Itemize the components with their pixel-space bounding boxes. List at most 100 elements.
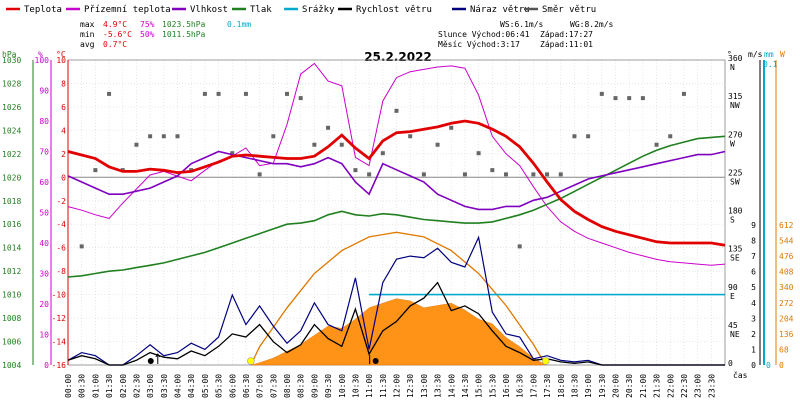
axis-hpa-tick: 1018 (2, 197, 21, 206)
moonset-marker (372, 358, 379, 364)
axis-dir-name: SE (730, 254, 740, 263)
x-tick-label: 11:00 (365, 374, 374, 398)
axis-temp-tick: 8 (61, 79, 66, 88)
wind-direction-point (298, 96, 303, 101)
x-tick-label: 14:00 (447, 374, 456, 398)
wind-direction-point (640, 96, 645, 101)
wind-direction-point (148, 134, 153, 139)
axis-temp-label: °C (56, 50, 66, 59)
axis-pct-tick: 70 (39, 148, 49, 157)
stats-min-temp: -5.6°C (103, 30, 132, 39)
axis-hpa-tick: 1022 (2, 150, 21, 159)
x-tick-label: 17:00 (529, 374, 538, 398)
wind-direction-point (476, 151, 481, 156)
wind-direction-point (271, 134, 276, 139)
axis-w-tick: 544 (779, 237, 794, 246)
axis-pct-tick: 10 (39, 331, 49, 340)
stats-max-label: max (80, 20, 95, 29)
x-tick-label: 00:30 (78, 374, 87, 398)
wind-direction-point (107, 91, 112, 96)
axis-pct-tick: 50 (39, 209, 49, 218)
x-tick-label: 08:30 (297, 374, 306, 398)
wind-direction-point (668, 134, 673, 139)
x-tick-label: 19:30 (598, 374, 607, 398)
x-tick-label: 21:00 (639, 374, 648, 398)
axis-mm-label: mm (764, 50, 774, 59)
axis-dir-tick: 315 (728, 92, 743, 101)
wind-direction-point (408, 134, 413, 139)
wind-direction-point (312, 142, 317, 147)
moonrise-marker (147, 358, 154, 364)
stats-max-hum: 75% (140, 20, 155, 29)
wind-direction-point (380, 151, 385, 156)
axis-w-tick: 204 (779, 314, 794, 323)
info-moonset: Západ:11:01 (540, 40, 593, 49)
wind-direction-point (517, 244, 522, 249)
axis-ms-tick: 0 (751, 361, 756, 370)
x-tick-label: 14:30 (461, 374, 470, 398)
wind-direction-point (175, 134, 180, 139)
axis-w-tick: 476 (779, 252, 794, 261)
legend-label-6: Náraz větru (470, 5, 530, 15)
axis-ms-label: m/s (748, 50, 763, 59)
axis-hpa-label: hPa (2, 50, 17, 59)
axis-hpa-tick: 1028 (2, 79, 21, 88)
wind-direction-point (681, 91, 686, 96)
axis-w-tick: 340 (779, 283, 794, 292)
x-tick-label: 22:00 (666, 374, 675, 398)
axis-hpa-tick: 1010 (2, 291, 21, 300)
stats-min-hum: 50% (140, 30, 155, 39)
stats-avg-label: avg (80, 40, 95, 49)
x-tick-label: 16:00 (502, 374, 511, 398)
axis-temp-tick: 0 (61, 173, 66, 182)
wind-direction-point (161, 134, 166, 139)
stats-block: max 4.9°C 75% 1023.5hPa 0.1mm min -5.6°C… (80, 20, 614, 49)
axis-temp-tick: 6 (61, 103, 66, 112)
x-tick-label: 04:00 (174, 374, 183, 398)
x-tick-label: 18:30 (570, 374, 579, 398)
axis-hpa-tick: 1008 (2, 314, 21, 323)
axis-hpa-tick: 1030 (2, 56, 21, 65)
x-tick-label: 12:00 (393, 374, 402, 398)
axis-dir-name: NE (730, 330, 740, 339)
x-tick-label: 19:00 (584, 374, 593, 398)
axis-temp-tick: -12 (52, 314, 67, 323)
axis-temp-tick: -6 (56, 244, 66, 253)
x-tick-label: 23:30 (707, 374, 716, 398)
wind-direction-point (586, 134, 591, 139)
axis-temp-tick: -14 (52, 338, 67, 347)
wind-direction-point (462, 172, 467, 177)
axis-dir-name: E (730, 292, 735, 301)
legend-label-2: Vlhkost (190, 5, 228, 15)
axis-dir-name: NW (730, 101, 740, 110)
wind-direction-point (257, 172, 262, 177)
wind-direction-point (230, 151, 235, 156)
wind-direction-point (435, 142, 440, 147)
axis-mm-tick: 0 (766, 361, 771, 370)
x-tick-label: 23:00 (694, 374, 703, 398)
x-tick-label: 13:30 (434, 374, 443, 398)
wind-direction-point (216, 91, 221, 96)
axis-dir-tick: 225 (728, 168, 743, 177)
axis-temp-tick: 2 (61, 150, 66, 159)
x-tick-label: 18:00 (557, 374, 566, 398)
axis-hpa-tick: 1026 (2, 103, 21, 112)
axis-hpa-tick: 1020 (2, 173, 21, 182)
axis-hpa-tick: 1024 (2, 126, 21, 135)
axis-dir-tick: 0 (728, 359, 733, 368)
axis-w-tick: 272 (779, 299, 794, 308)
x-tick-label: 21:30 (653, 374, 662, 398)
x-tick-label: 01:30 (105, 374, 114, 398)
axis-ms-tick: 2 (751, 330, 756, 339)
axis-w-tick: 136 (779, 330, 794, 339)
axis-pct-tick: 80 (39, 117, 49, 126)
axis-temp-tick: -16 (52, 361, 67, 370)
x-tick-label: 04:30 (187, 374, 196, 398)
x-tick-label: 03:30 (160, 374, 169, 398)
wind-direction-point (285, 91, 289, 96)
x-tick-label: 17:30 (543, 374, 552, 398)
wind-direction-point (558, 172, 563, 177)
x-tick-label: 00:00 (64, 374, 73, 398)
